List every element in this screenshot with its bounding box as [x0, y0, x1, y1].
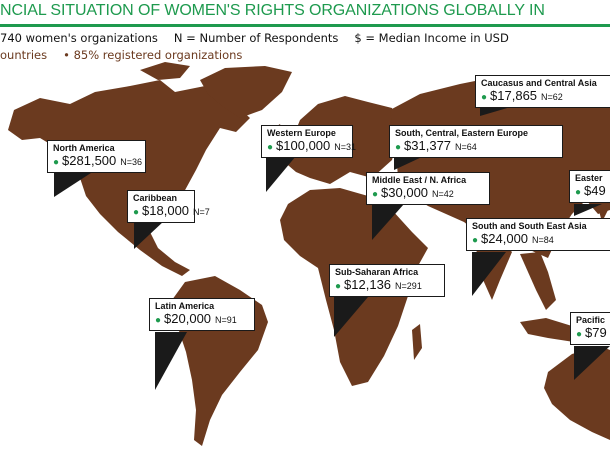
respondent-count: N=291	[395, 281, 422, 291]
respondent-count: N=84	[532, 235, 554, 245]
region-name: Caribbean	[133, 193, 178, 203]
bullet-icon: ●	[472, 235, 479, 246]
registered-share: • 85% registered organizations	[63, 48, 243, 62]
respondent-count: N=36	[120, 157, 143, 167]
respondent-count: N=31	[334, 142, 357, 152]
total-organizations: 740 women's organizations	[0, 31, 158, 45]
bullet-icon: ●	[53, 157, 60, 168]
respondent-count: N=7	[193, 207, 210, 217]
median-income: $31,377	[404, 138, 452, 153]
region-name: Caucasus and Central Asia	[481, 78, 597, 88]
median-income: $30,000	[381, 185, 429, 200]
region-name: Western Europe	[267, 128, 336, 138]
respondent-count: N=62	[541, 92, 563, 102]
legend-line-2: ountries • 85% registered organizations	[0, 48, 258, 62]
median-income: $100,000	[276, 138, 331, 153]
median-income: $17,865	[490, 88, 538, 103]
region-label-western-europe: Western Europe ● $100,000 N=31	[261, 125, 357, 158]
median-income: $281,500	[62, 153, 117, 168]
median-income: $12,136	[344, 277, 392, 292]
respondent-count: N=64	[455, 142, 477, 152]
asia-shape	[390, 76, 610, 258]
legend-line-1: 740 women's organizations N = Number of R…	[0, 31, 525, 45]
bullet-icon: ●	[133, 207, 140, 218]
income-legend: $ = Median Income in USD	[354, 31, 509, 45]
bullet-icon: ●	[575, 187, 582, 198]
region-label-sce-europe: South, Central, Eastern Europe ● $31,377 N…	[389, 125, 563, 158]
pointer-caucasus	[480, 106, 514, 116]
page-title: NCIAL SITUATION OF WOMEN'S RIGHTS ORGANI…	[0, 2, 545, 19]
median-income: $49	[584, 183, 606, 198]
bullet-icon: ●	[267, 142, 274, 153]
bullet-icon: ●	[335, 281, 342, 292]
region-label-sub-saharan: Sub-Saharan Africa ● $12,136 N=291	[329, 264, 445, 297]
australia-shape	[544, 346, 610, 440]
north-america-shape	[8, 80, 250, 276]
bullet-icon: ●	[481, 92, 488, 103]
bullet-icon: ●	[395, 142, 402, 153]
region-label-caucasus: Caucasus and Central Asia ● $17,865 N=62	[475, 75, 610, 108]
region-label-caribbean: Caribbean ● $18,000 N=7	[127, 190, 210, 223]
region-name: North America	[53, 143, 115, 153]
region-name: Pacific	[576, 315, 606, 325]
madagascar-shape	[412, 324, 422, 360]
region-label-middle-east: Middle East / N. Africa ● $30,000 N=42	[366, 172, 490, 205]
region-label-eastern-asia: Easter ● $49	[569, 170, 610, 203]
median-income: $18,000	[142, 203, 190, 218]
median-income: $20,000	[164, 311, 212, 326]
respondent-count: N=91	[215, 315, 237, 325]
bullet-icon: ●	[372, 189, 379, 200]
region-label-south-asia: South and South East Asia ● $24,000 N=84	[466, 218, 610, 251]
median-income: $79	[585, 325, 607, 340]
region-name: South and South East Asia	[472, 221, 587, 231]
region-name: Middle East / N. Africa	[372, 175, 467, 185]
countries-count: ountries	[0, 48, 48, 62]
region-name: South, Central, Eastern Europe	[395, 128, 529, 138]
title-divider	[0, 24, 610, 27]
bullet-icon: ●	[576, 329, 583, 340]
southeast-asia-shape	[520, 252, 556, 310]
arctic-islands-shape	[140, 62, 190, 80]
region-name: Latin America	[155, 301, 215, 311]
region-label-north-america: North America ● $281,500 N=36	[47, 140, 146, 173]
bullet-icon: ●	[155, 315, 162, 326]
greenland-shape	[200, 66, 292, 118]
region-label-latin-america: Latin America ● $20,000 N=91	[149, 298, 255, 331]
n-legend: N = Number of Respondents	[173, 31, 339, 45]
respondent-count: N=42	[432, 189, 454, 199]
region-name: Sub-Saharan Africa	[335, 267, 419, 277]
median-income: $24,000	[481, 231, 529, 246]
region-label-pacific: Pacific ● $79	[570, 312, 610, 345]
region-name: Easter	[575, 173, 603, 183]
